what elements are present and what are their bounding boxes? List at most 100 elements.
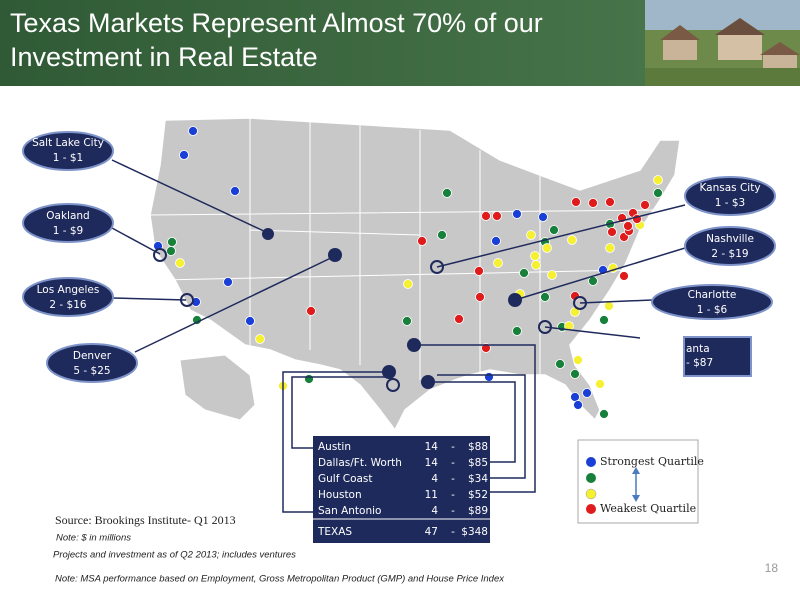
map-dot (653, 188, 663, 198)
table-cell: 4 (431, 505, 438, 517)
callout-name: Nashville (706, 233, 754, 245)
legend: Strongest Quartile Weakest Quartile (577, 439, 704, 524)
table-cell: 11 (425, 489, 438, 501)
header-photo (645, 0, 800, 86)
callout-name: Los Angeles (37, 284, 100, 296)
map-dot (604, 301, 614, 311)
map-dot (570, 369, 580, 379)
map-dot (573, 400, 583, 410)
map-dot (255, 334, 265, 344)
map-dot (619, 271, 629, 281)
callout-detail: 1 - $1 (53, 152, 84, 164)
table-cell: Austin (318, 441, 351, 453)
map-dot (492, 211, 502, 221)
callout-name: anta (686, 343, 710, 355)
us-map (149, 117, 681, 432)
map-dot (167, 237, 177, 247)
callouts: Salt Lake City 1 - $1 Oakland 1 - $9 Los… (22, 131, 776, 383)
table-cell: $34 (468, 473, 488, 485)
table-cell: 14 (425, 441, 439, 453)
map-dot (403, 279, 413, 289)
projects-note: Projects and investment as of Q2 2013; i… (53, 550, 296, 561)
map-dot (402, 316, 412, 326)
table-cell: - (451, 489, 455, 501)
map-dot (653, 175, 663, 185)
map-dot (538, 212, 548, 222)
page-number: 18 (765, 561, 779, 575)
map-dot (491, 236, 501, 246)
table-cell: - (451, 441, 455, 453)
map-dot (166, 246, 176, 256)
table-cell: - (451, 505, 455, 517)
map-dot (549, 225, 559, 235)
map-dot (582, 388, 592, 398)
map-dot (188, 126, 198, 136)
table-cell: TEXAS (317, 526, 352, 538)
table-cell: Gulf Coast (318, 473, 373, 485)
table-cell: Dallas/Ft. Worth (318, 457, 402, 469)
map-dot (481, 211, 491, 221)
map-dot (454, 314, 464, 324)
table-cell: - (451, 526, 455, 538)
title-line: Texas Markets Represent Almost 70% of ou… (10, 8, 543, 38)
table-cell: 47 (425, 526, 438, 538)
map-dot (542, 243, 552, 253)
callout-detail: 1 - $6 (697, 304, 728, 316)
units-note: Note: $ in millions (56, 533, 131, 544)
table-cell: 4 (431, 473, 438, 485)
table-cell: Houston (318, 489, 362, 501)
map-dot (555, 359, 565, 369)
table-cell: 14 (425, 457, 439, 469)
table-cell: $88 (468, 441, 488, 453)
callout-detail: 5 - $25 (73, 365, 110, 377)
map-dot (519, 268, 529, 278)
map-dot (571, 197, 581, 207)
table-cell: $85 (468, 457, 488, 469)
map-dot (588, 198, 598, 208)
map-dot (640, 200, 650, 210)
table-cell: $52 (468, 489, 488, 501)
callout-detail: 1 - $3 (715, 197, 746, 209)
map-dot (442, 188, 452, 198)
map-dot (175, 258, 185, 268)
map-dot (417, 236, 427, 246)
map-dot (599, 315, 609, 325)
map-dot (605, 197, 615, 207)
map-dot (304, 374, 314, 384)
map-dot (179, 150, 189, 160)
callout-detail: 1 - $9 (53, 225, 84, 237)
source-note: Source: Brookings Institute- Q1 2013 (55, 513, 236, 527)
callout-name: Charlotte (688, 289, 737, 301)
map-dot (474, 266, 484, 276)
table-cell: - (451, 457, 455, 469)
table-cell: San Antonio (318, 505, 381, 517)
legend-label: Strongest Quartile (600, 455, 704, 468)
big-markers (153, 228, 587, 392)
map-dot (512, 209, 522, 219)
map-dot (437, 230, 447, 240)
map-dot (475, 292, 485, 302)
callout-detail: - $87 (686, 357, 713, 369)
map-dot (605, 243, 615, 253)
map-dot (547, 270, 557, 280)
leader-lines (111, 159, 686, 513)
callout-detail: 2 - $16 (49, 299, 87, 311)
table-cell: $89 (468, 505, 488, 517)
map-dot (531, 260, 541, 270)
msa-note: Note: MSA performance based on Employmen… (55, 574, 505, 585)
map-dot (230, 186, 240, 196)
callout-name: Denver (73, 350, 112, 362)
callout-detail: 2 - $19 (711, 248, 748, 260)
map-dot (595, 379, 605, 389)
map-dot (223, 277, 233, 287)
map-dot (573, 355, 583, 365)
map-dot (526, 230, 536, 240)
map-dot (599, 409, 609, 419)
callout-name: Oakland (46, 210, 89, 222)
map-dot (306, 306, 316, 316)
title-line: Investment in Real Estate (10, 42, 318, 72)
map-dot (607, 227, 617, 237)
map-dot (540, 292, 550, 302)
